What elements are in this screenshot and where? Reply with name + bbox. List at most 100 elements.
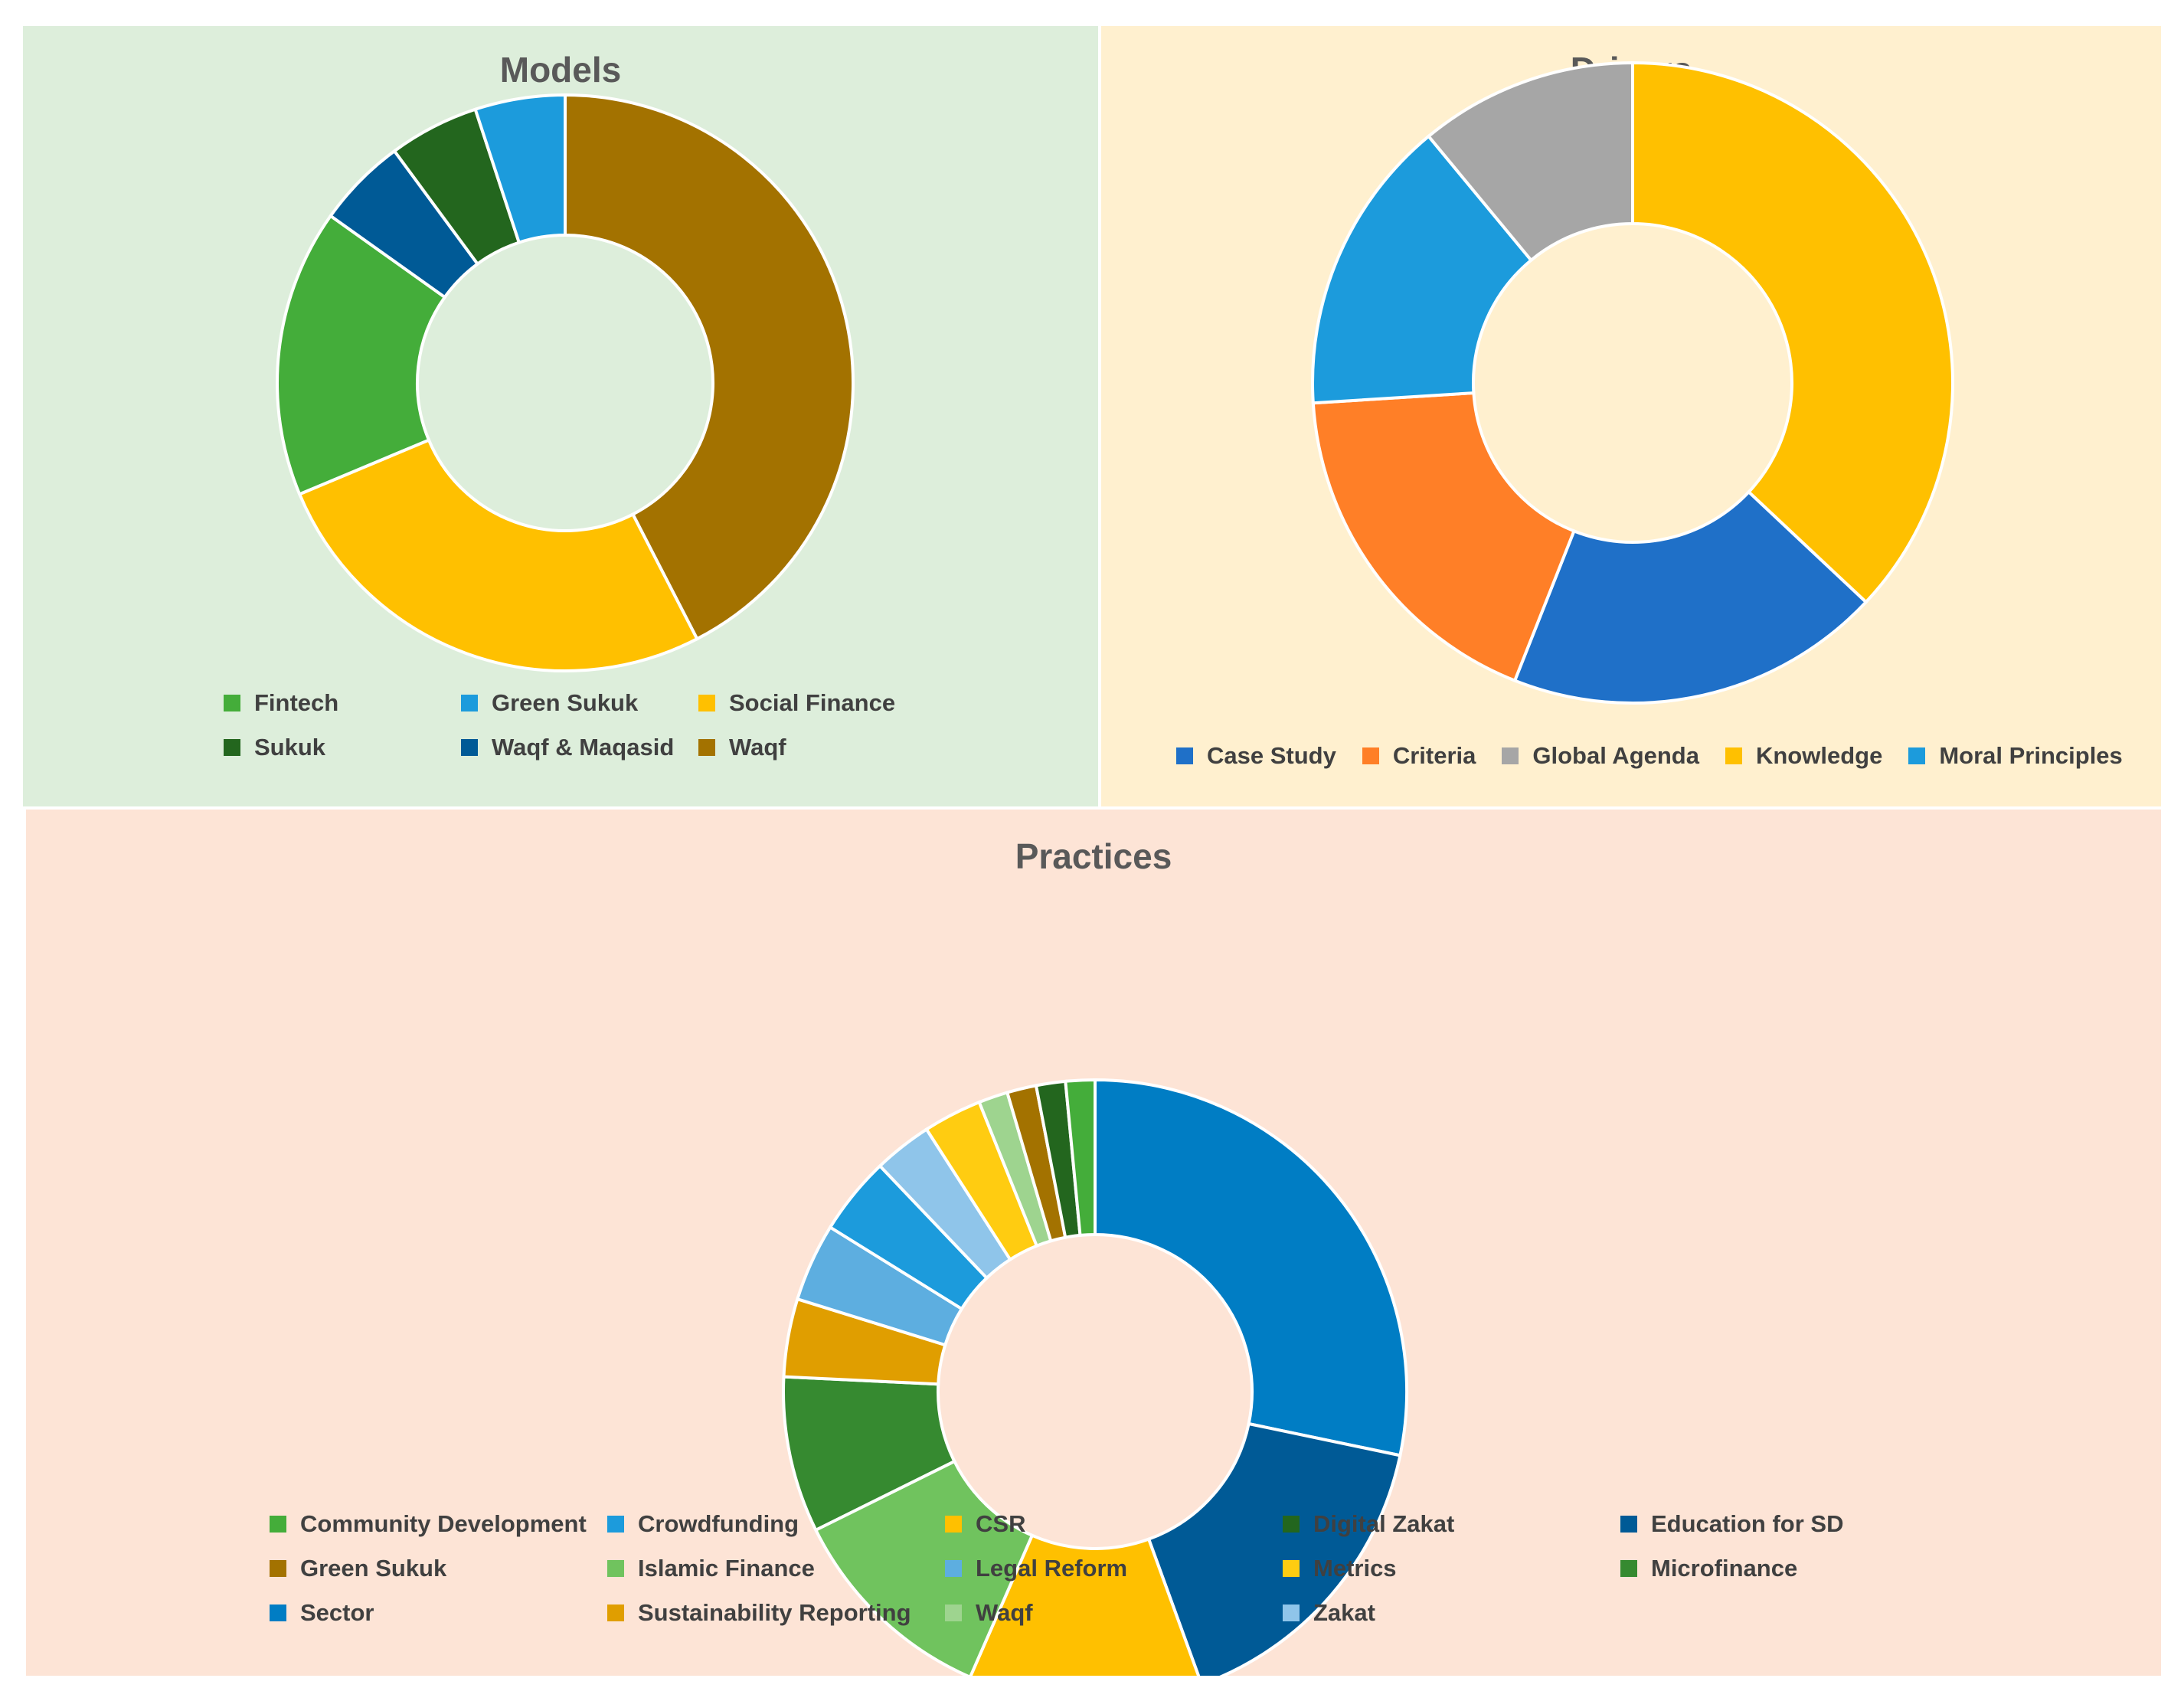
practices-title: Practices [1015, 836, 1172, 876]
drivers-legend-label: Criteria [1392, 742, 1476, 769]
drivers-legend-item-global-agenda: Global Agenda [1502, 742, 1699, 770]
drivers-slice-case-study [1512, 489, 1868, 705]
drivers-legend-item-case-study: Case Study [1176, 742, 1336, 770]
drivers-legend-item-criteria: Criteria [1362, 742, 1476, 770]
practices-legend-swatch [1283, 1560, 1300, 1577]
models-legend-swatch [461, 695, 478, 711]
drivers-legend-label: Moral Principles [1939, 742, 2123, 769]
practices-legend-item-islamic-finance: Islamic Finance [607, 1555, 945, 1582]
drivers-legend: Case Study Criteria Global Agenda Knowledge… [1176, 742, 2123, 770]
practices-legend-label: Education for SD [1651, 1510, 1844, 1537]
drivers-legend-label: Knowledge [1755, 742, 1883, 769]
models-legend-label: Green Sukuk [492, 689, 639, 716]
practices-legend-swatch [1620, 1516, 1637, 1533]
practices-legend-label: CSR [976, 1510, 1026, 1537]
practices-legend-label: Sector [300, 1599, 374, 1626]
practices-legend-swatch [607, 1605, 624, 1621]
drivers-legend-label: Global Agenda [1532, 742, 1699, 769]
practices-legend-label: Waqf [976, 1599, 1033, 1626]
drivers-legend-swatch [1502, 747, 1519, 764]
drivers-legend-swatch [1908, 747, 1926, 764]
models-legend-swatch [224, 739, 240, 756]
practices-legend-item-green-sukuk: Green Sukuk [270, 1555, 607, 1582]
models-legend-swatch [224, 695, 240, 711]
models-legend-label: Sukuk [254, 734, 326, 761]
practices-legend-label: Microfinance [1651, 1555, 1798, 1582]
practices-legend-label: Community Development [300, 1510, 587, 1537]
models-legend-item-waqf-and-maqasid: Waqf & Maqasid [461, 734, 698, 761]
practices-legend-swatch [270, 1516, 286, 1533]
practices-legend-swatch [1283, 1516, 1300, 1533]
models-chart [276, 93, 855, 672]
models-legend-swatch [461, 739, 478, 756]
practices-legend-label: Crowdfunding [638, 1510, 799, 1537]
models-legend-item-green-sukuk: Green Sukuk [461, 689, 698, 717]
drivers-slice-global-agenda [1426, 61, 1634, 263]
practices-legend-swatch [607, 1516, 624, 1533]
practices-legend-swatch [1283, 1605, 1300, 1621]
drivers-legend-swatch [1176, 747, 1193, 764]
practices-slice-education-for-sd [1146, 1421, 1402, 1676]
drivers-legend-item-knowledge: Knowledge [1725, 742, 1882, 770]
practices-legend-swatch [607, 1560, 624, 1577]
practices-legend-item-education-for-sd: Education for SD [1620, 1510, 1958, 1538]
models-legend: Fintech Green Sukuk Social Finance Sukuk Waq… [224, 689, 936, 761]
drivers-chart [1311, 61, 1954, 705]
practices-legend-item-sustainability-reporting: Sustainability Reporting [607, 1599, 945, 1627]
practices-legend-swatch [945, 1560, 962, 1577]
practices-legend-swatch [945, 1516, 962, 1533]
practices-legend-item-community-development: Community Development [270, 1510, 607, 1538]
models-legend-label: Fintech [254, 689, 339, 716]
models-slice-fintech [276, 214, 447, 496]
models-slice-green-sukuk [473, 93, 567, 245]
models-legend-label: Waqf & Maqasid [492, 734, 675, 761]
practices-legend: Community Development Crowdfunding CSR Digi… [270, 1510, 1958, 1627]
practices-legend-swatch [270, 1605, 286, 1621]
practices-legend-label: Zakat [1313, 1599, 1375, 1626]
practices-legend-item-microfinance: Microfinance [1620, 1555, 1958, 1582]
models-legend-label: Social Finance [729, 689, 896, 716]
models-legend-item-fintech: Fintech [224, 689, 461, 717]
practices-legend-label: Islamic Finance [638, 1555, 815, 1582]
practices-slice-csr [969, 1533, 1201, 1676]
drivers-slice-criteria [1311, 391, 1577, 683]
practices-slice-sector [1094, 1078, 1408, 1457]
drivers-legend-swatch [1362, 747, 1379, 764]
models-legend-item-sukuk: Sukuk [224, 734, 461, 761]
practices-chart [782, 1078, 1408, 1676]
practices-legend-item-zakat: Zakat [1283, 1599, 1620, 1627]
drivers-legend-swatch [1725, 747, 1742, 764]
models-legend-item-social-finance: Social Finance [698, 689, 936, 717]
models-title: Models [499, 50, 622, 90]
drivers-legend-label: Case Study [1207, 742, 1336, 769]
models-slice-waqf [564, 93, 855, 641]
drivers-legend-item-moral-principles: Moral Principles [1908, 742, 2123, 770]
practices-slice-islamic-finance [813, 1459, 1035, 1676]
practices-legend-label: Metrics [1313, 1555, 1397, 1582]
practices-legend-item-csr: CSR [945, 1510, 1283, 1538]
practices-slice-community-development [1064, 1078, 1097, 1238]
practices-legend-swatch [1620, 1560, 1637, 1577]
drivers-slice-knowledge [1631, 61, 1954, 604]
practices-legend-item-crowdfunding: Crowdfunding [607, 1510, 945, 1538]
practices-panel: Practices Community Development Crowdfund… [25, 808, 2163, 1677]
models-slice-social-finance [297, 437, 699, 672]
practices-legend-label: Digital Zakat [1313, 1510, 1455, 1537]
practices-legend-label: Sustainability Reporting [638, 1599, 911, 1626]
practices-legend-swatch [270, 1560, 286, 1577]
models-legend-swatch [698, 739, 715, 756]
practices-legend-item-metrics: Metrics [1283, 1555, 1620, 1582]
practices-legend-item-waqf: Waqf [945, 1599, 1283, 1627]
practices-legend-item-digital-zakat: Digital Zakat [1283, 1510, 1620, 1538]
practices-legend-label: Legal Reform [976, 1555, 1128, 1582]
models-legend-label: Waqf [729, 734, 786, 761]
practices-legend-swatch [945, 1605, 962, 1621]
models-legend-swatch [698, 695, 715, 711]
models-panel: Models Fintech Green Sukuk Social Finance S… [21, 25, 1100, 808]
practices-legend-label: Green Sukuk [300, 1555, 447, 1582]
practices-legend-item-sector: Sector [270, 1599, 607, 1627]
practices-legend-item-legal-reform: Legal Reform [945, 1555, 1283, 1582]
drivers-slice-moral-principles [1311, 134, 1534, 405]
models-legend-item-waqf: Waqf [698, 734, 936, 761]
